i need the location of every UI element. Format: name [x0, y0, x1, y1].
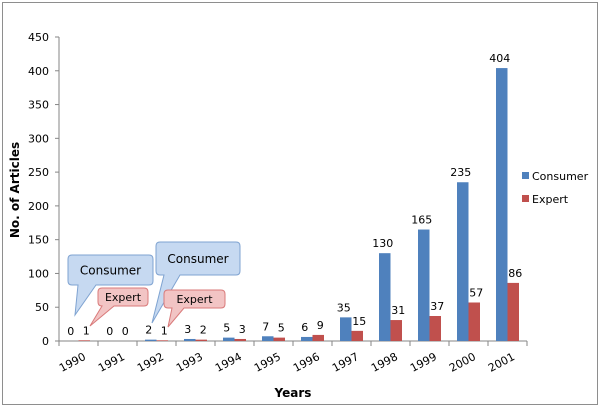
data-label-consumer: 130 — [372, 237, 393, 250]
y-tick-label: 200 — [28, 200, 49, 213]
y-tick-label: 0 — [42, 335, 49, 348]
callout-bubble — [163, 289, 226, 328]
data-label-consumer: 35 — [337, 301, 351, 314]
bar-consumer — [262, 336, 274, 341]
callout-consumer: Consumer — [67, 254, 154, 317]
data-label-consumer: 404 — [489, 52, 510, 65]
bar-expert — [195, 339, 207, 341]
bar-consumer — [301, 336, 313, 341]
bar-expert — [156, 340, 168, 341]
bar-consumer — [340, 317, 352, 341]
callout-text: Consumer — [80, 264, 141, 278]
data-label-expert: 86 — [508, 267, 522, 280]
bar-consumer — [418, 229, 430, 341]
callout-text: Consumer — [167, 252, 228, 266]
x-tick-label: 1992 — [135, 350, 166, 375]
data-label-consumer: 7 — [262, 320, 269, 333]
x-tick-label: 2000 — [447, 350, 478, 375]
y-tick-label: 250 — [28, 166, 49, 179]
data-label-expert: 1 — [83, 324, 90, 337]
legend-swatch-expert — [522, 195, 529, 202]
bar-expert — [429, 316, 441, 341]
x-tick-label: 1996 — [291, 350, 322, 375]
legend-label-consumer: Consumer — [532, 170, 589, 183]
bar-consumer — [145, 339, 157, 341]
y-axis-title: No. of Articles — [8, 142, 22, 238]
bar-consumer — [223, 337, 235, 341]
data-label-expert: 3 — [239, 323, 246, 336]
x-axis-title: Years — [274, 386, 312, 400]
x-tick-label: 1999 — [408, 350, 439, 375]
x-tick-label: 1995 — [252, 350, 283, 375]
bar-expert — [234, 338, 246, 341]
data-label-expert: 5 — [278, 322, 285, 335]
data-label-consumer: 235 — [450, 166, 471, 179]
callout-bubble — [89, 287, 149, 327]
bar-expert — [312, 334, 324, 341]
bar-expert — [78, 340, 90, 341]
callout-consumer: Consumer — [151, 241, 241, 324]
data-label-consumer: 5 — [223, 322, 230, 335]
y-tick-label: 400 — [28, 65, 49, 78]
data-label-expert: 0 — [122, 325, 129, 338]
bar-consumer — [184, 338, 196, 341]
data-label-consumer: 6 — [301, 321, 308, 334]
data-label-consumer: 2 — [145, 324, 152, 337]
y-tick-label: 350 — [28, 99, 49, 112]
callout-text: Expert — [105, 291, 142, 304]
data-label-expert: 2 — [200, 324, 207, 337]
data-label-expert: 57 — [469, 286, 483, 299]
bar-expert — [507, 282, 519, 341]
data-label-consumer: 0 — [67, 325, 74, 338]
y-tick-label: 50 — [35, 301, 49, 314]
x-tick-label: 1997 — [330, 350, 361, 375]
bar-consumer — [457, 182, 469, 341]
data-label-expert: 15 — [352, 315, 366, 328]
data-label-expert: 1 — [161, 324, 168, 337]
bar-consumer — [379, 253, 391, 341]
legend-swatch-consumer — [522, 172, 529, 179]
data-label-expert: 31 — [391, 304, 405, 317]
x-tick-label: 1993 — [174, 350, 205, 375]
bar-consumer — [496, 68, 508, 341]
y-tick-label: 300 — [28, 132, 49, 145]
x-tick-label: 1990 — [57, 350, 88, 375]
callout-text: Expert — [176, 293, 213, 306]
y-tick-label: 450 — [28, 31, 49, 44]
data-label-consumer: 165 — [411, 214, 432, 227]
bar-expert — [390, 320, 402, 341]
bar-expert — [351, 330, 363, 341]
x-tick-label: 2001 — [486, 350, 517, 375]
y-tick-label: 100 — [28, 267, 49, 280]
x-tick-label: 1991 — [96, 350, 127, 375]
y-tick-label: 150 — [28, 234, 49, 247]
x-tick-label: 1994 — [213, 350, 244, 375]
callout-bubble — [67, 254, 154, 317]
bar-expert — [273, 337, 285, 341]
data-label-consumer: 0 — [106, 325, 113, 338]
data-label-consumer: 3 — [184, 323, 191, 336]
callout-expert: Expert — [163, 289, 226, 328]
data-label-expert: 9 — [317, 319, 324, 332]
bar-expert — [468, 302, 480, 341]
x-tick-label: 1998 — [369, 350, 400, 375]
legend-label-expert: Expert — [532, 193, 569, 206]
callout-expert: Expert — [89, 287, 149, 327]
data-label-expert: 37 — [430, 300, 444, 313]
